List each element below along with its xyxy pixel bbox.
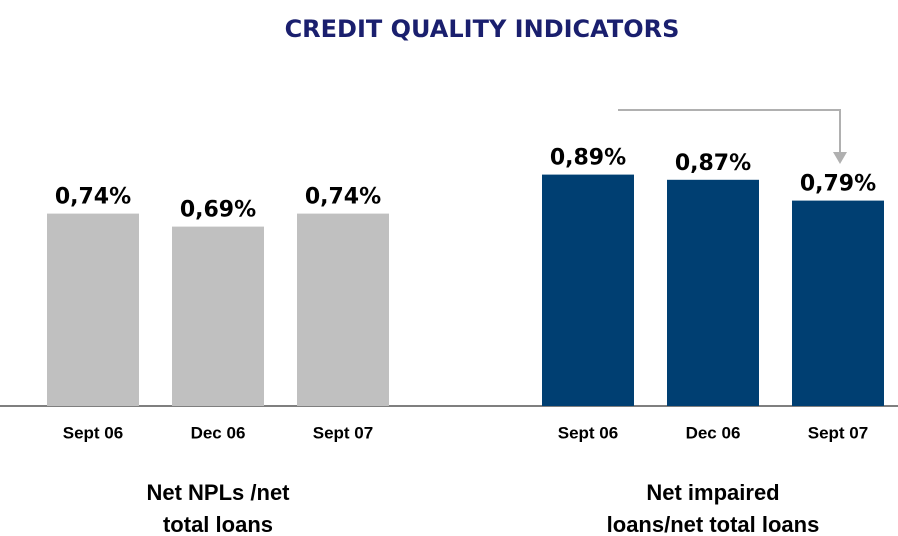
value-label: 0,69% bbox=[180, 198, 256, 223]
bar bbox=[297, 213, 389, 406]
value-label: 0,89% bbox=[550, 146, 626, 171]
x-tick-label: Sept 06 bbox=[63, 423, 123, 442]
bar bbox=[792, 200, 884, 406]
axis-caption: loans/net total loans bbox=[607, 512, 820, 536]
x-tick-label: Dec 06 bbox=[686, 423, 741, 442]
trend-arrow bbox=[618, 109, 841, 155]
value-label: 0,79% bbox=[800, 172, 876, 197]
value-label: 0,87% bbox=[675, 151, 751, 176]
x-tick-label: Sept 07 bbox=[808, 423, 868, 442]
axis-caption: Net impaired bbox=[646, 480, 779, 505]
bar bbox=[542, 174, 634, 406]
axis-caption: Net NPLs /net bbox=[146, 480, 290, 505]
value-label: 0,74% bbox=[305, 185, 381, 210]
bar bbox=[172, 226, 264, 406]
x-tick-label: Sept 06 bbox=[558, 423, 618, 442]
bar bbox=[47, 213, 139, 406]
bar bbox=[667, 179, 759, 406]
arrow-head bbox=[833, 152, 847, 164]
value-label: 0,74% bbox=[55, 185, 131, 210]
axis-caption: total loans bbox=[163, 512, 273, 536]
chart-title: CREDIT QUALITY INDICATORS bbox=[285, 15, 680, 43]
x-tick-label: Dec 06 bbox=[191, 423, 246, 442]
x-tick-label: Sept 07 bbox=[313, 423, 373, 442]
